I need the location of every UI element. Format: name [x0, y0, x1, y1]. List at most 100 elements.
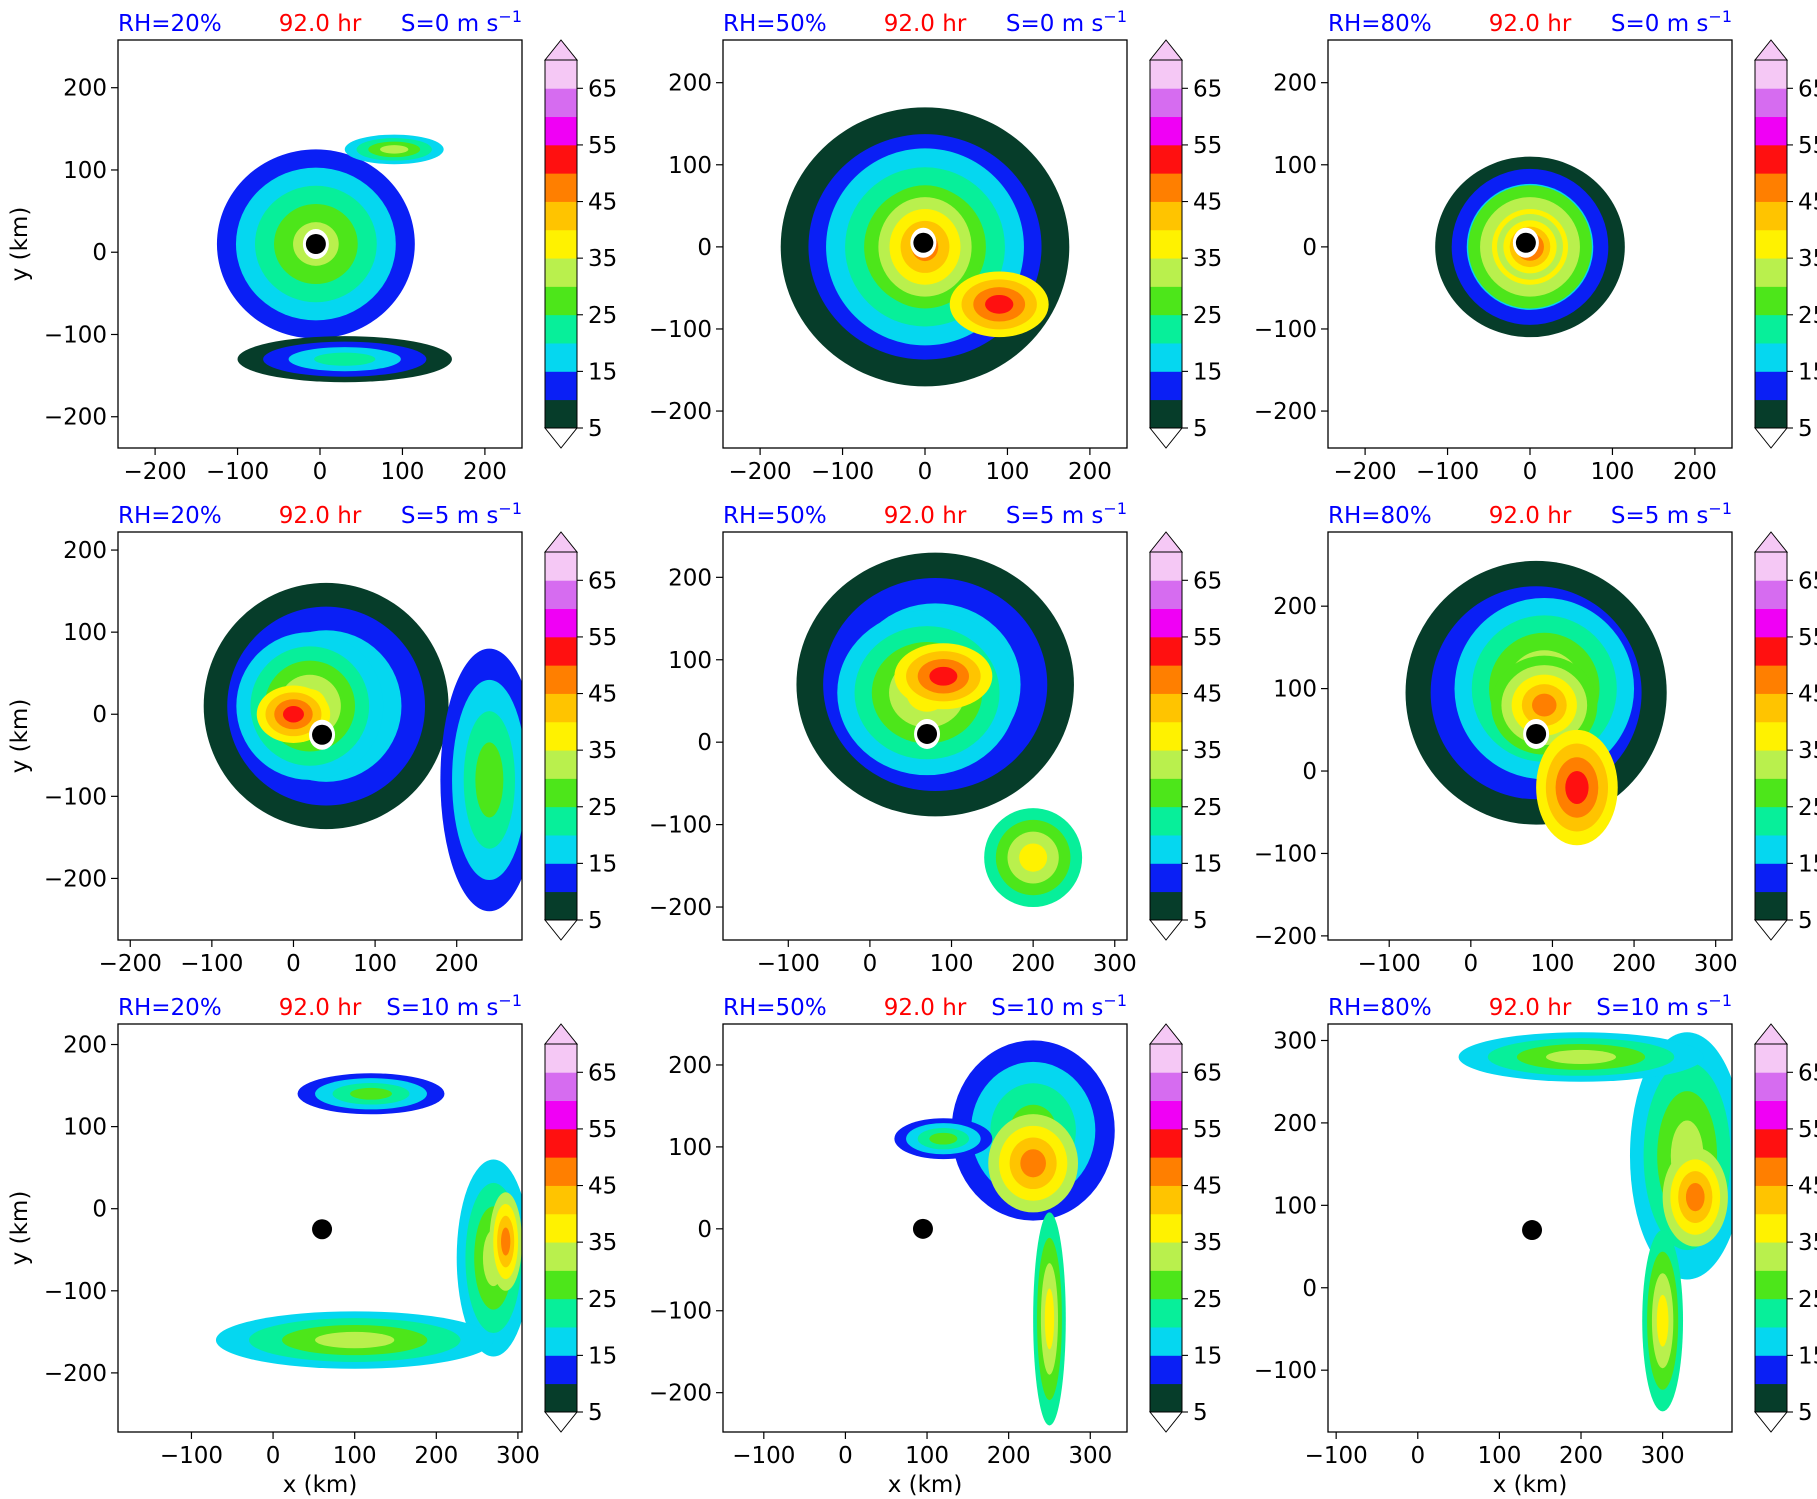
colorbar-level — [545, 1185, 577, 1215]
colorbar-tick-label: 65 — [588, 568, 617, 594]
colorbar-extend-max — [1148, 1023, 1184, 1045]
colorbar-level — [545, 778, 577, 808]
title-right-exponent: −1 — [1103, 499, 1127, 518]
colorbar-level — [1150, 1270, 1182, 1300]
colorbar: 5 15 25 35 45 55 65 — [1753, 531, 1817, 941]
title-left: RH=50% — [723, 995, 827, 1021]
x-tick-label: 300 — [1694, 951, 1738, 977]
colorbar-level — [545, 608, 577, 638]
colorbar-extend-min — [1753, 427, 1789, 449]
colorbar-level — [545, 1128, 577, 1158]
colorbar-level — [1150, 343, 1182, 372]
contour-feature-2 — [315, 1331, 395, 1349]
y-tick-label: 0 — [1302, 1276, 1317, 1302]
colorbar-tick-label: 15 — [588, 359, 617, 385]
x-tick-label: 100 — [905, 1443, 949, 1469]
colorbar-tick-label: 45 — [588, 1174, 617, 1200]
plot-frame — [722, 531, 1128, 941]
colorbar-level — [545, 399, 577, 429]
colorbar-extend-min — [1148, 427, 1184, 449]
colorbar-level — [1150, 778, 1182, 808]
x-tick-label: −100 — [811, 459, 874, 485]
colorbar-tick-label: 35 — [1193, 1230, 1222, 1256]
colorbar-tick-label: 55 — [1798, 133, 1817, 159]
y-tick-label: 100 — [1273, 1193, 1317, 1219]
colorbar-level — [545, 1270, 577, 1300]
x-tick-label: −100 — [732, 1443, 795, 1469]
y-tick-label: 200 — [668, 71, 712, 97]
colorbar-level — [1755, 116, 1787, 146]
colorbar-level — [545, 1100, 577, 1130]
colorbar-level — [1755, 806, 1787, 836]
colorbar-tick-label: 15 — [588, 1343, 617, 1369]
colorbar-level — [1150, 693, 1182, 723]
colorbar-level — [1755, 1383, 1787, 1413]
contour-field — [118, 532, 522, 940]
title-right-text: S=10 m s — [991, 995, 1103, 1021]
colorbar-frame — [1754, 551, 1788, 921]
plot-frame — [1327, 531, 1733, 941]
colorbar-level — [545, 173, 577, 202]
colorbar-level — [545, 229, 577, 259]
colorbar-level — [545, 1355, 577, 1385]
x-tick-label: 200 — [1612, 951, 1656, 977]
x-axis-label: x (km) — [1493, 1472, 1568, 1498]
colorbar-level — [1755, 60, 1787, 89]
colorbar-level — [545, 693, 577, 723]
contour-feature-4 — [475, 742, 504, 818]
colorbar-tick-label: 35 — [1193, 738, 1222, 764]
title-right-text: S=0 m s — [1006, 11, 1104, 37]
contour-feature-4 — [1019, 843, 1048, 872]
colorbar-frame — [1149, 551, 1183, 921]
colorbar-tick-label: 45 — [1193, 1174, 1222, 1200]
colorbar: 5 15 25 35 45 55 65 — [1753, 1023, 1817, 1433]
colorbar-extend-max — [1753, 1023, 1789, 1045]
storm-center-marker — [912, 1218, 933, 1239]
y-tick-label: 300 — [1273, 1028, 1317, 1054]
colorbar-level — [545, 1242, 577, 1271]
y-tick-label: −200 — [649, 1381, 712, 1407]
colorbar-level — [1150, 552, 1182, 581]
colorbar-tick-label: 25 — [1193, 303, 1222, 329]
colorbar-level — [545, 144, 577, 174]
x-tick-label: 0 — [863, 951, 878, 977]
contour-field — [1328, 1024, 1732, 1432]
colorbar-level — [1150, 201, 1182, 231]
colorbar-tick-label: 45 — [588, 682, 617, 708]
colorbar: 5 15 25 35 45 55 65 — [1148, 1023, 1222, 1433]
colorbar-extend-max — [543, 1023, 579, 1045]
y-tick-label: −100 — [649, 317, 712, 343]
colorbar-frame — [1149, 59, 1183, 429]
y-tick-label: −100 — [44, 1279, 107, 1305]
colorbar-level — [1755, 1185, 1787, 1215]
colorbar-extend-min — [543, 427, 579, 449]
colorbar-tick-label: 55 — [1193, 133, 1222, 159]
colorbar-extend-min — [543, 919, 579, 941]
colorbar-level — [1755, 1100, 1787, 1130]
title-left: RH=20% — [118, 503, 222, 529]
storm-center-marker — [312, 724, 333, 745]
colorbar-tick-label: 45 — [588, 190, 617, 216]
colorbar-level — [1150, 1298, 1182, 1328]
colorbar-level — [545, 891, 577, 921]
colorbar-level — [1150, 229, 1182, 259]
colorbar-level — [1755, 750, 1787, 779]
plot-frame — [1327, 1023, 1733, 1433]
colorbar-tick-label: 5 — [1193, 416, 1208, 442]
colorbar-tick-label: 65 — [1193, 76, 1222, 102]
colorbar-level — [1150, 286, 1182, 316]
colorbar-tick-label: 15 — [1193, 359, 1222, 385]
colorbar-tick-label: 5 — [1798, 1400, 1813, 1426]
colorbar-level — [545, 88, 577, 118]
colorbar-frame — [544, 59, 578, 429]
y-tick-label: −200 — [649, 399, 712, 425]
title-right-text: S=10 m s — [1596, 995, 1708, 1021]
x-tick-label: 200 — [463, 459, 507, 485]
contour-feature-3 — [350, 1087, 392, 1100]
colorbar-level — [1755, 258, 1787, 287]
colorbar-level — [1150, 1100, 1182, 1130]
colorbar: 5 15 25 35 45 55 65 — [1753, 39, 1817, 449]
colorbar-level — [545, 636, 577, 666]
title-right: S=5 m s−1 — [401, 499, 522, 529]
